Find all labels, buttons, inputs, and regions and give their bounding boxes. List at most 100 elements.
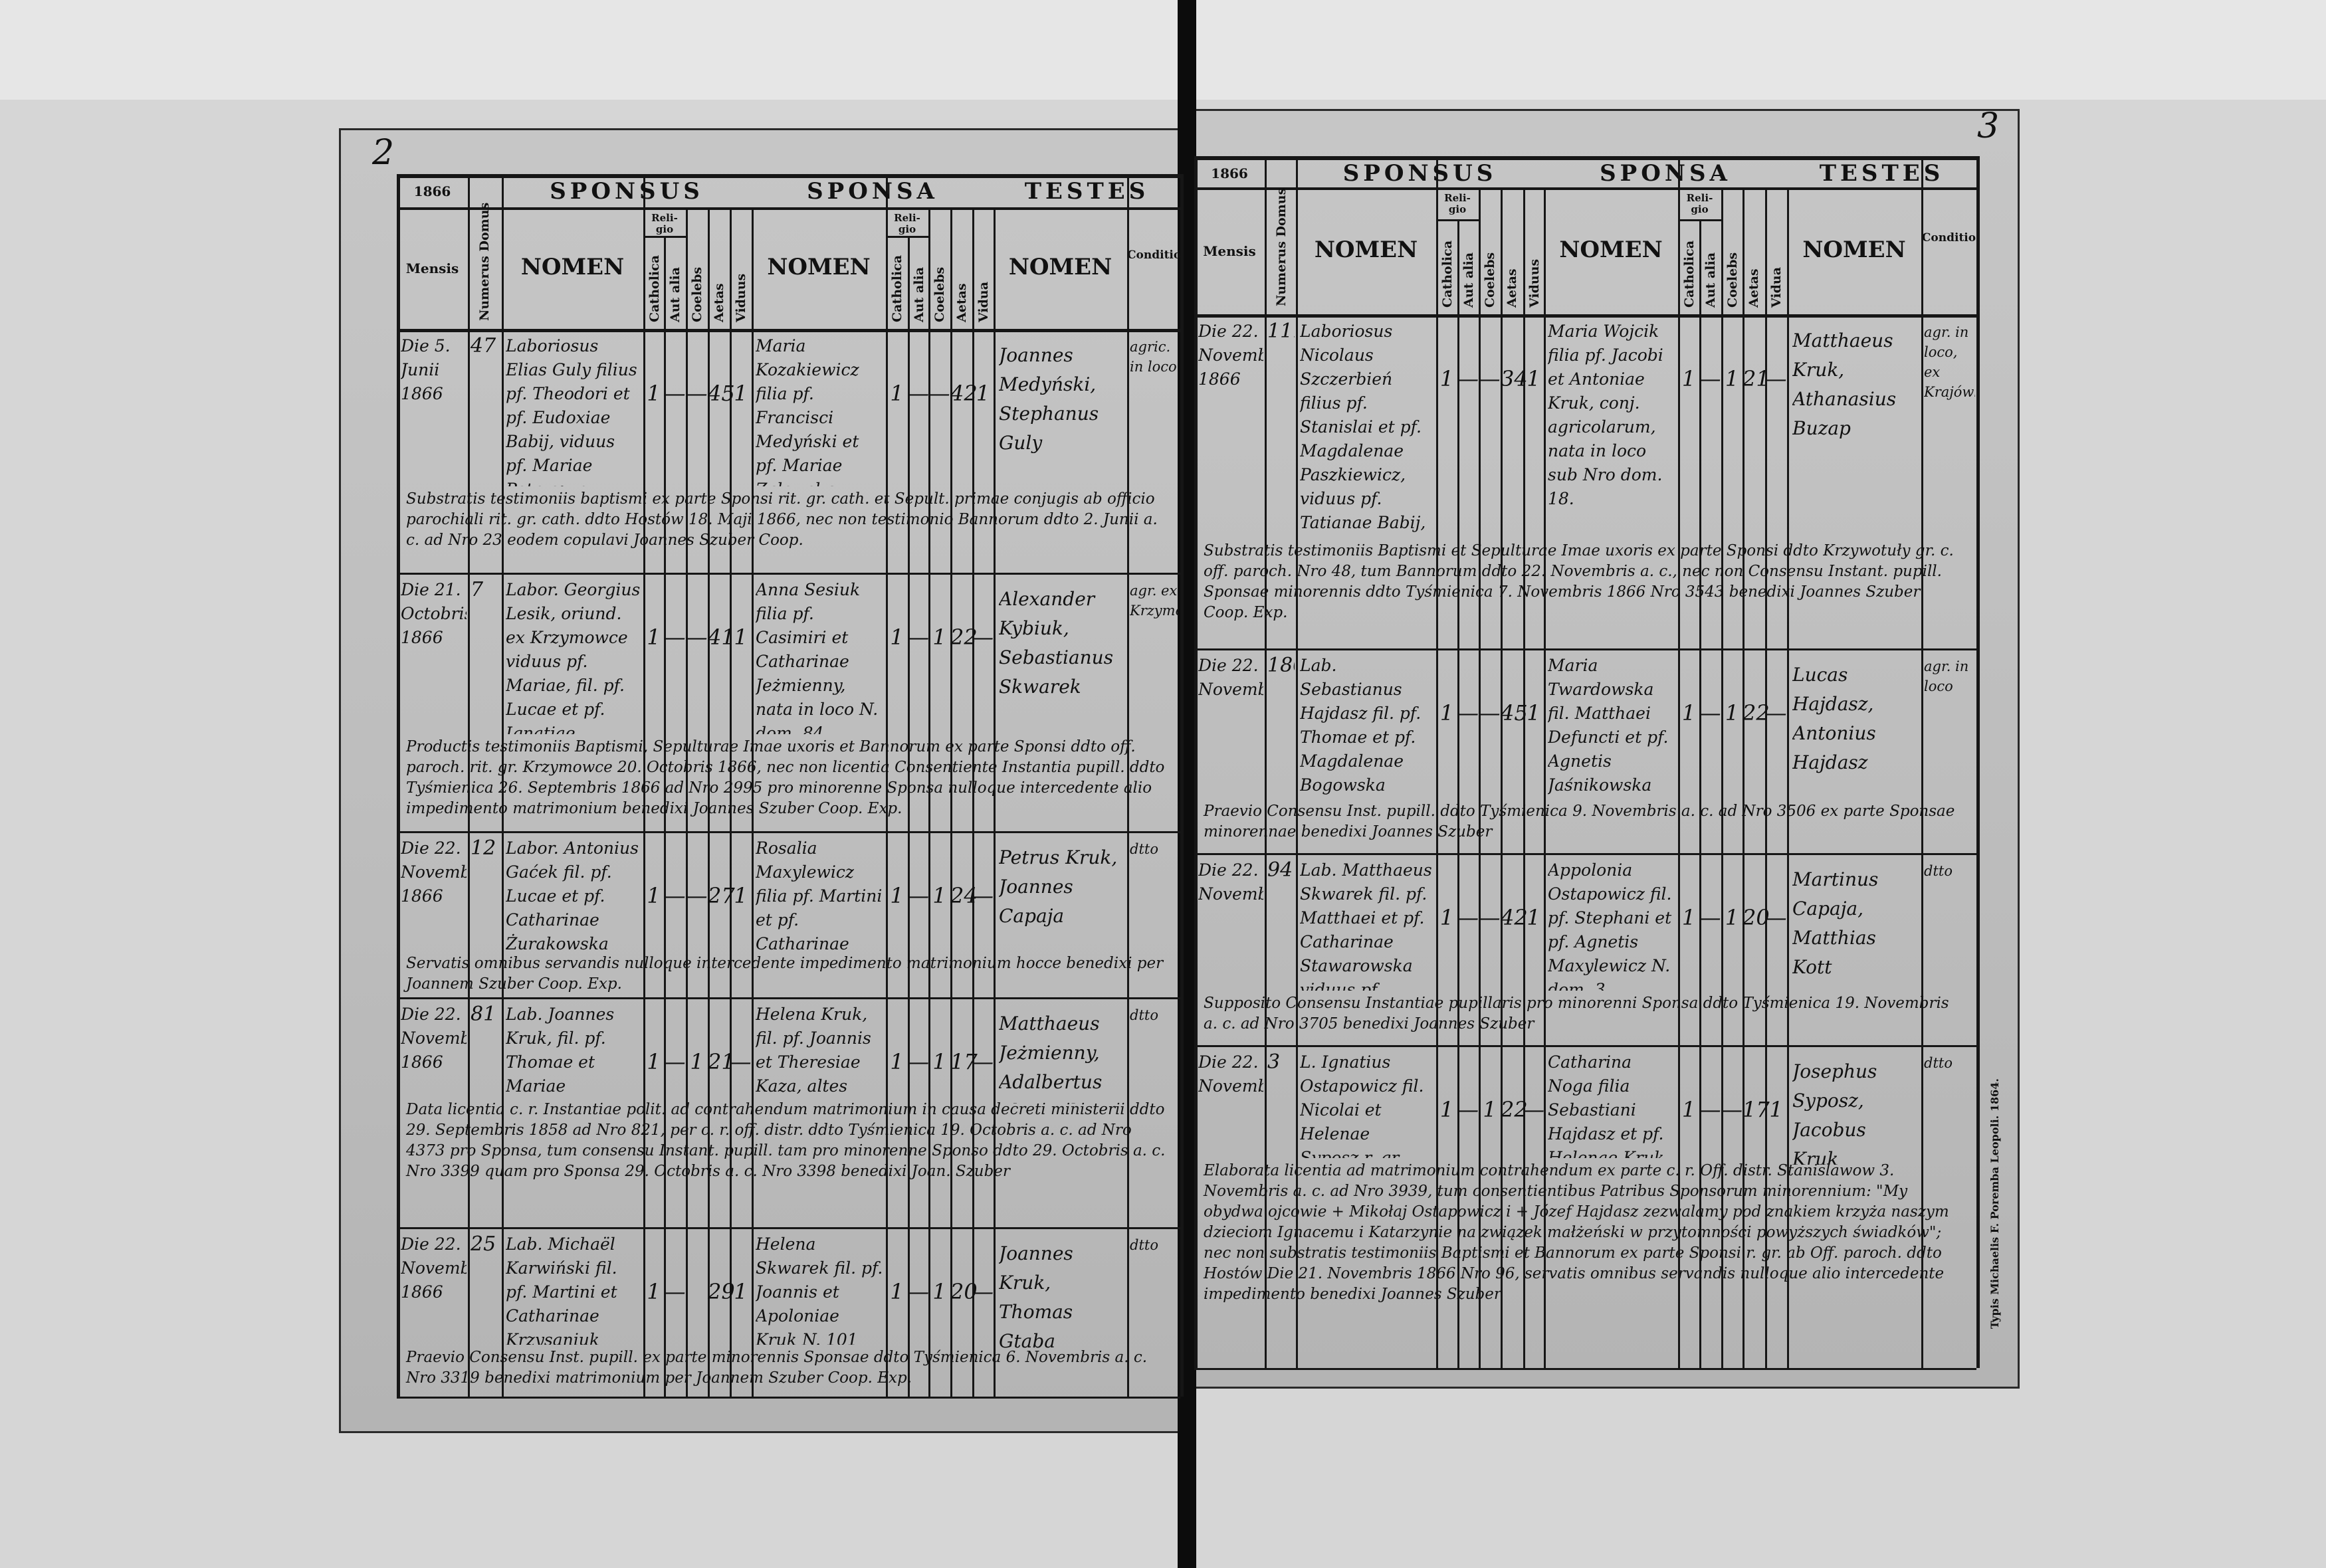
right-sponsa-aut-alia-header: Aut alia	[1703, 252, 1718, 308]
entry-sponsus-name: Labor. Antonius Gaćek fil. pf. Lucae et …	[506, 838, 639, 951]
left-column-rule	[686, 207, 688, 1397]
entry-sponsus-mark: 1	[734, 381, 748, 406]
right-row-rule	[1194, 853, 1976, 855]
right-sponsa-vidua-header: Vidua	[1769, 266, 1784, 308]
entry-sponsa-mark: —	[908, 625, 929, 650]
left-group-rule	[397, 207, 1180, 210]
right-column-rule	[1699, 219, 1701, 1368]
entry-remark: Praevio Consensu Inst. pupill. ex parte …	[406, 1349, 1148, 1387]
entry-house-number: 7	[471, 578, 484, 601]
entry-sponsa-mark: 1	[932, 1049, 946, 1074]
entry-sponsa-mark: 1	[932, 883, 946, 908]
left-numerus-domus-header: Numerus Domus	[477, 202, 492, 321]
right-column-rule	[1976, 156, 1980, 1368]
entry-sponsa-mark: 1	[1725, 700, 1739, 726]
entry-conditio: dtto	[1130, 1237, 1158, 1253]
right-column-rule	[1721, 187, 1723, 1368]
entry-sponsus-mark: 1	[734, 883, 748, 908]
entry-sponsa-mark: —	[1765, 700, 1787, 726]
left-column-rule	[664, 236, 666, 1397]
entry-sponsa-mark: 17	[1743, 1097, 1770, 1122]
right-column-rule	[1765, 187, 1767, 1368]
entry-sponsus-name: Lab. Sebastianus Hajdasz fil. pf. Thomae…	[1300, 656, 1422, 795]
entry-sponsa-mark: —	[972, 883, 994, 908]
left-sponsa-aetas-header: Aetas	[954, 283, 969, 322]
left-sponsus-aetas-header: Aetas	[712, 283, 726, 322]
entry-sponsus-mark: —	[664, 381, 686, 406]
left-table-top-rule	[397, 174, 1180, 178]
entry-sponsa-name: Helena Skwarek fil. pf. Joannis et Apolo…	[756, 1234, 883, 1345]
entry-sponsa-mark: 1	[1681, 700, 1696, 726]
left-column-rule	[994, 207, 996, 1397]
entry-testes: Joannes Kruk, Thomas Gtaba	[999, 1242, 1073, 1351]
entry-sponsus-mark: 45	[1501, 700, 1528, 726]
entry-testes: Joannes Medyński, Stephanus Guly	[999, 344, 1099, 454]
entry-sponsus-name: L. Ignatius Ostapowicz fil. Nicolai et H…	[1300, 1052, 1424, 1158]
left-year-header: 1866	[413, 183, 451, 199]
left-sponsa-religio-header: Reli-gio	[894, 212, 920, 235]
entry-sponsa-mark: 21	[1743, 366, 1770, 391]
entry-sponsus-mark: —	[1523, 1097, 1544, 1122]
entry-sponsa-mark: 1	[1725, 905, 1739, 930]
entry-sponsus-mark: 1	[1483, 1097, 1497, 1122]
entry-conditio: dtto	[1924, 863, 1953, 879]
left-column-rule	[752, 207, 754, 1397]
left-conditio-header: Conditio	[1127, 248, 1182, 262]
left-column-rule	[643, 174, 645, 1397]
entry-sponsa-name: Catharina Noga filia Sebastiani Hajdasz …	[1548, 1052, 1669, 1158]
entry-sponsus-mark: —	[686, 625, 708, 650]
right-nomen-header: NOMEN	[1802, 236, 1906, 263]
left-row-rule	[397, 831, 1180, 833]
entry-sponsus-name: Laboriosus Elias Guly filius pf. Theodor…	[506, 336, 637, 486]
entry-sponsa-mark: 1	[1769, 1097, 1783, 1122]
right-group-rule	[1194, 187, 1976, 190]
entry-date: Die 22. Novembris	[1198, 860, 1263, 904]
entry-date: Die 22. Novembris 1866	[401, 1005, 467, 1072]
right-testes-header: TESTES	[1819, 160, 1945, 187]
right-sponsus-aut-alia-header: Aut alia	[1461, 252, 1476, 308]
entry-sponsus-mark: —	[1457, 700, 1479, 726]
entry-sponsa-name: Maria Twardowska fil. Matthaei Defuncti …	[1548, 656, 1669, 795]
entry-sponsa-mark: —	[908, 1279, 929, 1304]
entry-sponsa-mark: —	[972, 1049, 994, 1074]
page-number-left: 2	[372, 133, 395, 173]
entry-remark: Elaborata licentia ad matrimonium contra…	[1204, 1162, 1949, 1303]
entry-sponsa-mark: —	[1699, 700, 1721, 726]
right-sponsa-header: SPONSA	[1600, 160, 1731, 187]
entry-sponsa-mark: 20	[950, 1279, 978, 1304]
entry-sponsus-mark: 1	[734, 1279, 748, 1304]
entry-sponsus-mark: —	[1457, 905, 1479, 930]
right-column-rule	[1921, 156, 1923, 1368]
left-column-rule	[928, 207, 930, 1397]
entry-sponsa-mark: —	[1765, 366, 1787, 391]
entry-sponsa-mark: —	[1699, 1097, 1721, 1122]
entry-sponsus-mark: 27	[708, 883, 735, 908]
entry-house-number: 12	[471, 836, 496, 860]
entry-remark: Praevio Consensu Inst. pupill. ddto Tyśm…	[1204, 803, 1955, 840]
entry-sponsa-mark: —	[1721, 1097, 1743, 1122]
entry-sponsus-mark: 1	[647, 883, 661, 908]
entry-sponsa-mark: —	[928, 381, 950, 406]
right-column-rule	[1479, 187, 1481, 1368]
entry-sponsa-mark: 1	[1681, 905, 1696, 930]
entry-sponsa-name: Anna Sesiuk filia pf. Casimiri et Cathar…	[756, 580, 879, 734]
entry-sponsus-mark: 1	[1439, 700, 1454, 726]
entry-sponsus-mark: —	[664, 1049, 686, 1074]
entry-sponsus-mark: 1	[690, 1049, 704, 1074]
entry-house-number: 180	[1267, 654, 1295, 677]
right-sponsus-header: SPONSUS	[1342, 160, 1497, 187]
entry-sponsa-mark: 17	[950, 1049, 978, 1074]
entry-sponsus-mark: —	[664, 1279, 686, 1304]
left-row-rule	[397, 329, 1180, 332]
left-sponsa-vidua-header: Vidua	[976, 281, 991, 322]
entry-sponsa-mark: 1	[890, 1279, 904, 1304]
entry-sponsa-mark: —	[1699, 905, 1721, 930]
entry-sponsus-mark: 22	[1501, 1097, 1528, 1122]
left-sponsus-header: SPONSUS	[550, 178, 704, 205]
entry-sponsus-name: Lab. Michaël Karwiński fil. pf. Martini …	[506, 1234, 617, 1345]
right-nomen-header: NOMEN	[1559, 236, 1663, 263]
entry-house-number: 94	[1267, 858, 1293, 882]
left-column-rule	[950, 207, 952, 1397]
right-numerus-domus-header: Numerus Domus	[1274, 187, 1289, 306]
entry-remark: Servatis omnibus servandis nulloque inte…	[406, 955, 1164, 993]
